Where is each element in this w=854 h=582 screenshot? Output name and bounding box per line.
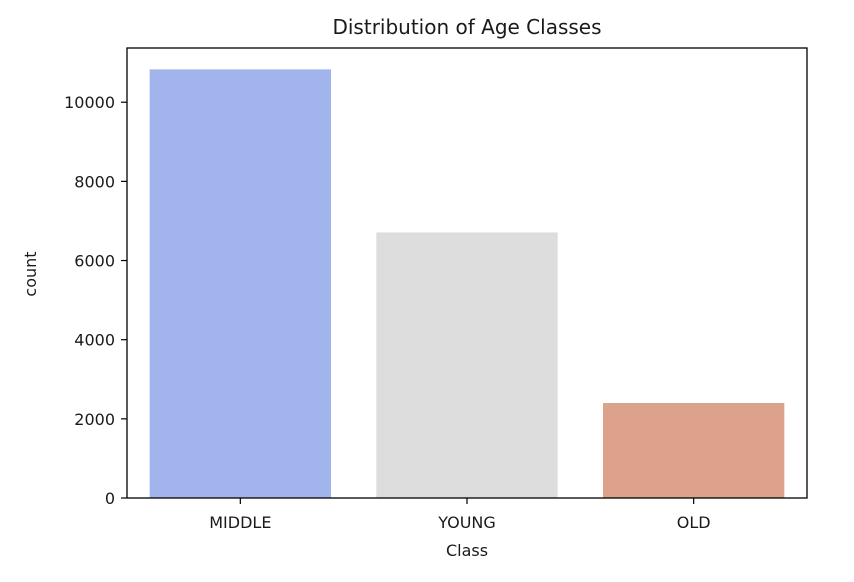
plot-frame [126,47,808,499]
y-tick-label: 2000 [74,410,115,429]
bar-young [376,232,558,498]
x-tick-label: YOUNG [437,513,496,532]
bars-group [149,69,785,498]
x-axis-label: Class [446,541,488,560]
bar-middle [149,69,331,498]
y-tick-label: 10000 [64,93,115,112]
chart-title: Distribution of Age Classes [332,15,601,39]
x-tick-label: MIDDLE [209,513,271,532]
y-tick-label: 4000 [74,331,115,350]
y-tick-label: 0 [105,489,115,508]
x-axis-ticks: MIDDLE YOUNG OLD [209,498,711,532]
y-axis-ticks: 0 2000 4000 6000 8000 10000 [64,93,127,508]
x-tick-label: OLD [677,513,711,532]
y-tick-label: 8000 [74,172,115,191]
y-axis-label: count [21,251,40,296]
y-tick-label: 6000 [74,252,115,271]
bar-old [603,403,785,498]
